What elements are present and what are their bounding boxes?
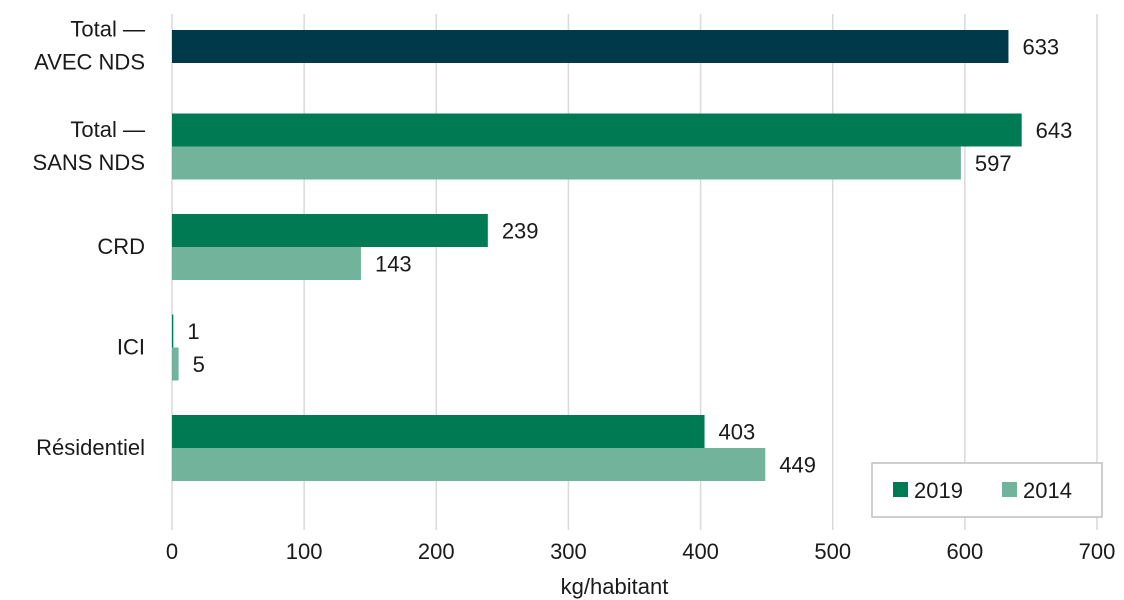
category-label-total-sans-nds: Total — SANS NDS: [33, 117, 145, 175]
category-label-r-sidentiel: Résidentiel: [36, 435, 145, 460]
x-axis-title: kg/habitant: [561, 574, 669, 599]
data-label-2019-crd: 239: [502, 219, 539, 244]
category-labels: Total — AVEC NDS Total — SANS NDS CRD ICI Rési…: [33, 17, 145, 461]
data-label-2014-r-sidentiel: 449: [779, 453, 816, 478]
x-tick-label-200: 200: [418, 539, 455, 564]
bars: [172, 30, 1022, 481]
legend: 2019 2014: [871, 462, 1103, 518]
legend-box: [871, 462, 1103, 518]
category-label-ici: ICI: [117, 335, 145, 360]
x-tick-label-400: 400: [682, 539, 719, 564]
bar-2019-crd: [172, 214, 488, 247]
data-label-2019-total-sans-nds: 643: [1036, 118, 1073, 143]
data-label-total-avec-nds: 633: [1022, 35, 1059, 60]
data-label-2019-r-sidentiel: 403: [719, 420, 756, 445]
bar-total-avec-nds: [172, 30, 1009, 63]
x-tick-label-100: 100: [286, 539, 323, 564]
category-label-total-avec-nds: Total — AVEC NDS: [34, 17, 145, 75]
x-tick-label-300: 300: [550, 539, 587, 564]
x-tick-label-700: 700: [1079, 539, 1116, 564]
bar-2014-ici: [172, 347, 179, 381]
bar-2014-crd: [172, 247, 361, 280]
bar-2019-total-sans-nds: [172, 113, 1022, 147]
x-axis-tick-labels: 0 100 200 300 400 500 600 700: [166, 539, 1115, 564]
data-labels: 633 643 239 1 403 597 143 5 449: [187, 35, 1072, 478]
data-label-2014-total-sans-nds: 597: [975, 151, 1012, 176]
bar-2019-r-sidentiel: [172, 415, 705, 448]
legend-label-2014: 2014: [1023, 478, 1072, 503]
x-tick-label-600: 600: [946, 539, 983, 564]
data-label-2019-ici: 1: [187, 319, 199, 344]
legend-label-2019: 2019: [914, 478, 963, 503]
category-label-crd: CRD: [97, 234, 145, 259]
gridlines: [171, 14, 1098, 530]
legend-swatch-2014: [1002, 482, 1017, 497]
data-label-2014-crd: 143: [375, 252, 412, 277]
bar-2014-total-sans-nds: [172, 146, 961, 180]
x-tick-label-500: 500: [814, 539, 851, 564]
legend-swatch-2019: [893, 482, 908, 497]
data-label-2014-ici: 5: [193, 352, 205, 377]
bar-2019-ici: [172, 314, 174, 348]
x-tick-label-0: 0: [166, 539, 178, 564]
bar-2014-r-sidentiel: [172, 448, 766, 481]
